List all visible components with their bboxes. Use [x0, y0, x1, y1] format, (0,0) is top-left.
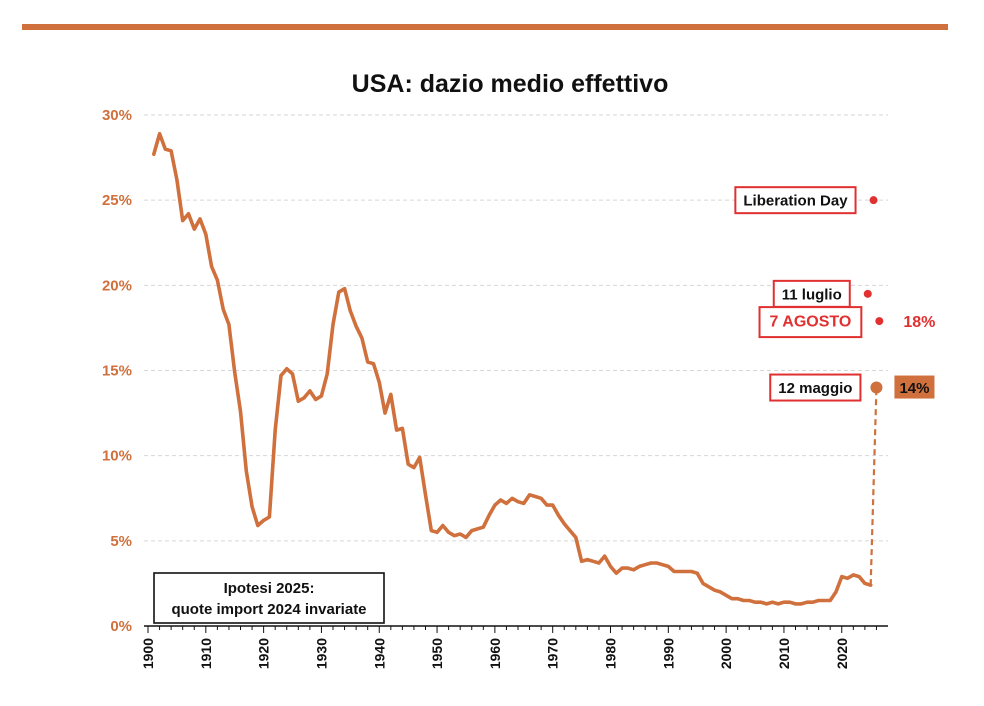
x-tick-label: 1910: [198, 638, 214, 669]
x-tick-label: 2020: [834, 638, 850, 669]
annotation-dot: [869, 196, 878, 205]
annotation-label: 12 maggio: [778, 380, 852, 397]
projection-dashed-line: [869, 387, 878, 586]
tariff-rate-line: [152, 131, 873, 606]
annotation-dot: [875, 317, 884, 326]
x-tick-label: 1980: [603, 638, 619, 669]
assumption-note: Ipotesi 2025: quote import 2024 invariat…: [153, 572, 385, 624]
y-axis: 0% 5% 10% 15% 20% 25% 30%: [102, 107, 132, 635]
assumption-note-box: [153, 572, 385, 624]
annotations-layer: Liberation Day 11 luglio 7 AGOSTO 18% 12 mag…: [734, 186, 935, 402]
top-rule: [22, 24, 948, 30]
annotation-label-box: [758, 306, 863, 339]
x-tick-label: 1990: [660, 638, 676, 669]
y-tick-label: 20%: [102, 277, 132, 294]
x-tick-label: 1930: [313, 638, 329, 669]
x-tick-label: 1970: [545, 638, 561, 669]
x-tick-label: 2010: [776, 638, 792, 669]
y-tick-label: 0%: [110, 618, 132, 635]
x-tick-label: 1940: [371, 638, 387, 669]
annotation-value: 18%: [903, 314, 935, 331]
y-tick-label: 10%: [102, 448, 132, 465]
annotation-dot: [870, 381, 883, 394]
annotation-value-badge: [894, 375, 935, 399]
annotation-label-box: [734, 186, 857, 215]
x-axis: 1900 1910 1920 1930 1940 1950 1960 1970 1980 1990…: [140, 626, 877, 669]
x-tick-label: 1950: [429, 638, 445, 669]
series-layer: [152, 131, 878, 606]
assumption-note-line-2: quote import 2024 invariate: [171, 601, 366, 618]
annotation-value: 14%: [899, 380, 929, 397]
y-tick-label: 15%: [102, 363, 132, 380]
annotation-label: Liberation Day: [743, 193, 848, 210]
x-tick-label: 1920: [256, 638, 272, 669]
chart-title: USA: dazio medio effettivo: [352, 70, 669, 98]
x-tick-label: 1900: [140, 638, 156, 669]
annotation-dot: [863, 289, 872, 298]
y-tick-label: 25%: [102, 192, 132, 209]
y-tick-label: 5%: [110, 533, 132, 550]
x-tick-label: 1960: [487, 638, 503, 669]
x-tick-label: 2000: [718, 638, 734, 669]
y-tick-label: 30%: [102, 107, 132, 124]
annotation-label: 11 luglio: [782, 286, 842, 303]
annotation-label-box: [769, 373, 862, 402]
assumption-note-line-1: Ipotesi 2025:: [224, 580, 315, 597]
annotation-label-box: [772, 279, 851, 308]
annotation-label: 7 AGOSTO: [770, 314, 852, 331]
